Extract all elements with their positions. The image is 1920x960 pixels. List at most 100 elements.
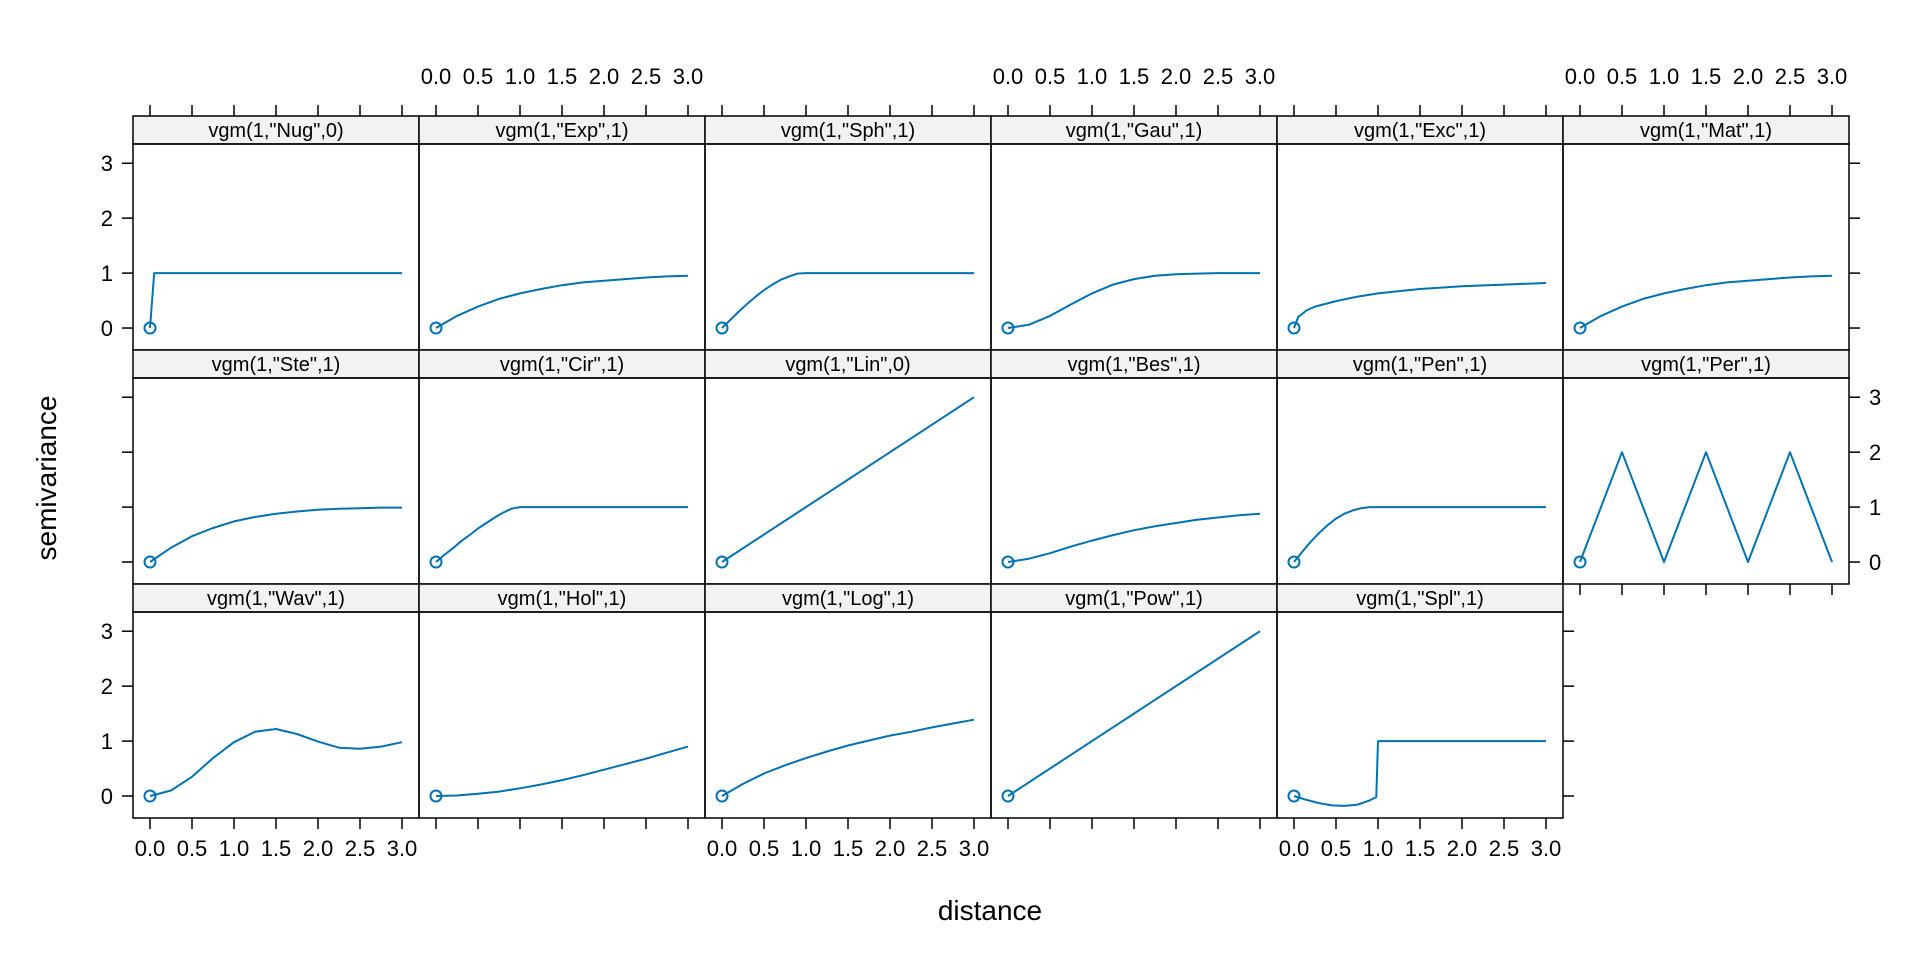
x-tick-label-top: 2.0 — [1733, 64, 1764, 89]
series-line — [721, 396, 975, 563]
panel-frame — [990, 611, 1278, 819]
data-point — [715, 321, 729, 335]
y-tick-label-left: 2 — [101, 206, 113, 231]
panel: vgm(1,"Cir",1) — [418, 349, 706, 585]
y-tick-label-left: 1 — [101, 261, 113, 286]
panel-frame — [132, 377, 420, 585]
panel: vgm(1,"Bes",1) — [990, 349, 1278, 585]
panel-title: vgm(1,"Wav",1) — [207, 588, 345, 610]
data-point — [1287, 789, 1301, 803]
data-point — [1287, 555, 1301, 569]
panel-strip — [990, 583, 1278, 613]
x-tick-label-bottom: 2.5 — [345, 836, 376, 861]
x-tick-label-top: 2.0 — [589, 64, 620, 89]
x-tick-label-bottom: 0.0 — [135, 836, 166, 861]
x-tick-label-top: 1.0 — [1077, 64, 1108, 89]
panel: vgm(1,"Gau",1) — [990, 115, 1278, 351]
panel-title: vgm(1,"Nug",0) — [208, 120, 343, 142]
panel-title: vgm(1,"Spl",1) — [1356, 588, 1484, 610]
x-tick-label-top: 1.0 — [1649, 64, 1680, 89]
data-point — [143, 555, 157, 569]
panel: vgm(1,"Exc",1) — [1276, 115, 1564, 351]
panel-frame — [1276, 377, 1564, 585]
x-tick-label-bottom: 0.5 — [1321, 836, 1352, 861]
series-line — [1007, 630, 1261, 797]
panel-title: vgm(1,"Sph",1) — [781, 120, 915, 142]
panel-frame — [704, 611, 992, 819]
panel-title: vgm(1,"Exp",1) — [495, 120, 628, 142]
y-tick-label-right: 3 — [1869, 385, 1881, 410]
data-point — [429, 321, 443, 335]
y-tick-label-left: 0 — [101, 784, 113, 809]
panel-title: vgm(1,"Pen",1) — [1353, 354, 1487, 376]
panel-frame — [1562, 377, 1850, 585]
x-tick-label-top: 3.0 — [1817, 64, 1848, 89]
panel-strip — [1562, 349, 1850, 379]
y-axis-title: semivariance — [31, 396, 62, 561]
panel-title: vgm(1,"Cir",1) — [500, 354, 624, 376]
data-point — [1001, 321, 1015, 335]
x-tick-label-top: 3.0 — [1245, 64, 1276, 89]
panel: vgm(1,"Pow",1) — [990, 583, 1278, 819]
x-tick-label-bottom: 3.0 — [959, 836, 990, 861]
series-line — [1293, 282, 1547, 329]
series-line — [721, 272, 974, 329]
panel-title: vgm(1,"Bes",1) — [1067, 354, 1200, 376]
series-line — [721, 718, 975, 797]
data-point — [429, 789, 443, 803]
x-tick-label-bottom: 3.0 — [387, 836, 418, 861]
panel: vgm(1,"Per",1) — [1562, 349, 1850, 585]
panel: vgm(1,"Wav",1) — [132, 583, 420, 819]
panel-strip — [132, 349, 420, 379]
x-tick-label-bottom: 0.5 — [749, 836, 780, 861]
panel-strip — [704, 583, 992, 613]
data-point — [715, 789, 729, 803]
y-tick-label-left: 0 — [101, 316, 113, 341]
data-point — [1001, 555, 1015, 569]
data-point — [143, 321, 157, 335]
x-tick-label-top: 2.5 — [631, 64, 662, 89]
panel-frame — [704, 377, 992, 585]
series-line — [435, 506, 688, 563]
series-line — [1579, 451, 1833, 563]
x-tick-label-top: 0.5 — [463, 64, 494, 89]
series-line — [149, 728, 403, 797]
panel-frame — [1562, 143, 1850, 351]
series-line — [435, 274, 689, 329]
panel: vgm(1,"Exp",1) — [418, 115, 706, 351]
x-tick-label-bottom: 2.0 — [303, 836, 334, 861]
x-tick-label-top: 0.0 — [421, 64, 452, 89]
x-tick-label-top: 1.5 — [1119, 64, 1150, 89]
series-line — [1007, 272, 1260, 329]
x-tick-label-bottom: 1.5 — [1405, 836, 1436, 861]
panel-strip — [1276, 349, 1564, 379]
x-tick-label-top: 3.0 — [673, 64, 704, 89]
panel-frame — [990, 377, 1278, 585]
x-tick-label-bottom: 1.0 — [219, 836, 250, 861]
panel-title: vgm(1,"Ste",1) — [212, 354, 341, 376]
y-tick-label-right: 2 — [1869, 440, 1881, 465]
panel-frame — [418, 143, 706, 351]
x-tick-label-top: 1.0 — [505, 64, 536, 89]
x-tick-label-bottom: 1.5 — [261, 836, 292, 861]
y-tick-label-left: 3 — [101, 619, 113, 644]
series-line — [149, 272, 402, 329]
panel-frame — [418, 377, 706, 585]
y-tick-label-left: 2 — [101, 674, 113, 699]
y-tick-label-right: 1 — [1869, 495, 1881, 520]
x-tick-label-top: 0.0 — [1565, 64, 1596, 89]
panel-title: vgm(1,"Hol",1) — [498, 588, 627, 610]
panel-frame — [990, 143, 1278, 351]
x-tick-label-top: 2.5 — [1775, 64, 1806, 89]
panel-strip — [1276, 583, 1564, 613]
x-tick-label-top: 0.5 — [1035, 64, 1066, 89]
panel: vgm(1,"Nug",0) — [132, 115, 420, 351]
panel-title: vgm(1,"Pow",1) — [1065, 588, 1203, 610]
panel-title: vgm(1,"Exc",1) — [1354, 120, 1486, 142]
data-point — [715, 555, 729, 569]
panel-strip — [132, 115, 420, 145]
axes-layer: 0.0 0.5 1.0 1.5 2.0 2.5 3.0 0.0 0.5 1.0 1.5 2.0 2.5 3… — [101, 64, 1882, 861]
series-line — [1293, 740, 1546, 807]
data-point — [143, 789, 157, 803]
